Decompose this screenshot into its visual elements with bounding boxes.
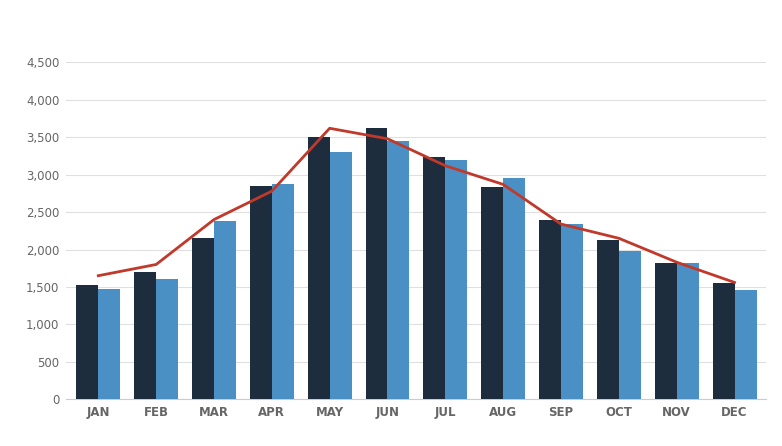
Bar [135, 272, 156, 399]
Bar [330, 152, 352, 399]
Bar [77, 285, 99, 399]
Bar [445, 160, 468, 399]
Bar [99, 289, 120, 399]
Bar [481, 187, 503, 399]
Bar [249, 186, 272, 399]
Bar [712, 283, 734, 399]
Bar [734, 290, 756, 399]
Bar [365, 128, 388, 399]
Bar [214, 221, 236, 399]
Bar [423, 157, 445, 399]
Bar [307, 137, 330, 399]
Bar [388, 141, 410, 399]
Bar [156, 280, 178, 399]
Bar [192, 238, 214, 399]
Text: US BROKERAGE SALES: US BROKERAGE SALES [17, 21, 238, 38]
Bar [561, 224, 583, 399]
Bar [655, 263, 676, 399]
Bar [272, 184, 294, 399]
Bar [597, 240, 619, 399]
Bar [503, 178, 526, 399]
Bar [619, 251, 640, 399]
Bar [676, 263, 698, 399]
Bar [539, 219, 561, 399]
